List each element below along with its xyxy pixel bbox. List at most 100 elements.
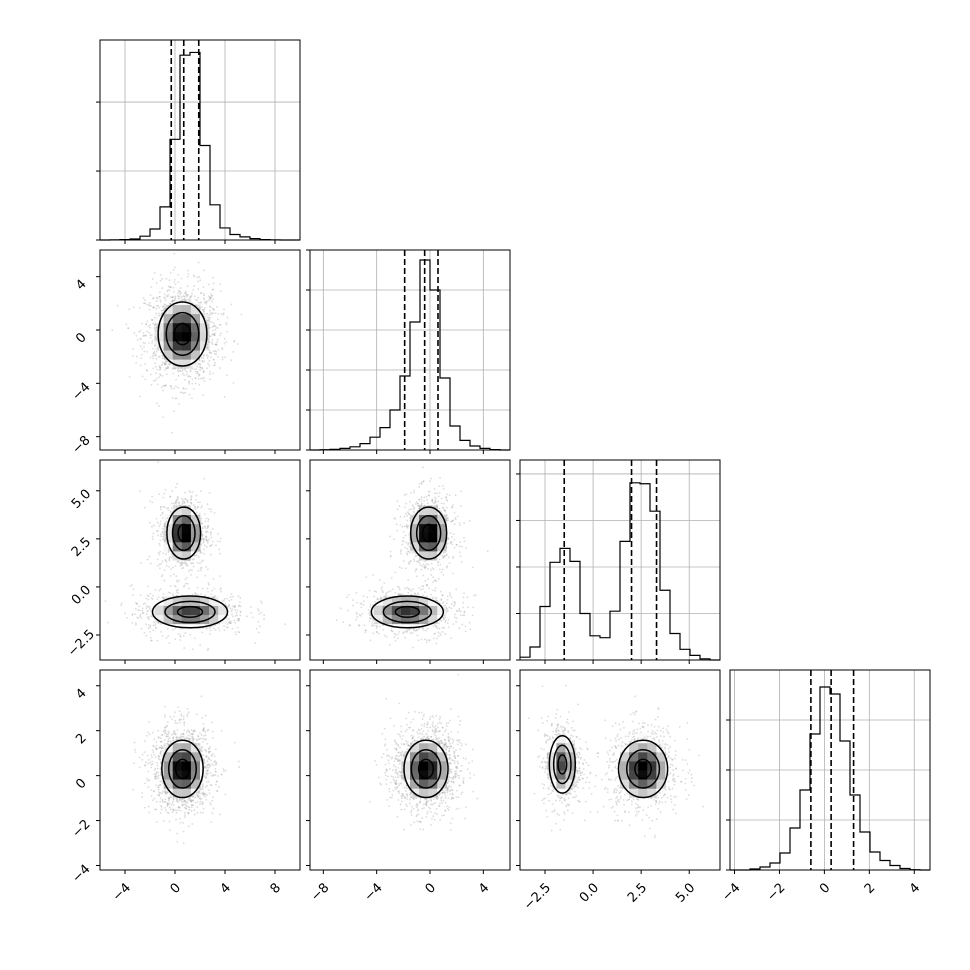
scatter-point <box>209 314 212 316</box>
scatter-point <box>444 794 447 797</box>
scatter-point <box>602 805 605 808</box>
scatter-point <box>384 738 387 741</box>
scatter-point <box>686 763 689 765</box>
scatter-point <box>386 798 389 801</box>
scatter-point <box>179 635 182 638</box>
density-cell <box>620 770 630 780</box>
scatter-point <box>156 598 159 601</box>
scatter-point <box>385 697 388 700</box>
scatter-point <box>171 802 174 804</box>
scatter-point <box>183 799 186 802</box>
scatter-point <box>196 586 199 589</box>
scatter-point <box>139 338 142 340</box>
scatter-point <box>234 605 236 608</box>
scatter-point <box>185 807 187 810</box>
scatter-point <box>452 739 455 742</box>
scatter-point <box>397 799 400 801</box>
panel-frame <box>99 249 301 451</box>
scatter-point <box>190 366 193 368</box>
scatter-point <box>161 560 164 563</box>
scatter-point <box>139 345 142 348</box>
scatter-point <box>443 509 446 511</box>
scatter-point <box>439 716 442 718</box>
scatter-point <box>451 789 454 792</box>
scatter-point <box>227 605 230 608</box>
scatter-point <box>444 810 447 812</box>
scatter-point <box>196 794 199 796</box>
scatter-point <box>159 567 161 570</box>
scatter-point <box>465 547 468 549</box>
scatter-point <box>194 508 197 511</box>
scatter-point <box>217 349 220 351</box>
scatter-point <box>201 745 204 748</box>
scatter-point <box>187 812 190 815</box>
scatter-point <box>211 812 214 815</box>
density-cell <box>172 614 183 625</box>
y-tick-label: −8 <box>69 433 93 457</box>
scatter-point <box>613 790 616 793</box>
scatter-point <box>452 781 455 783</box>
scatter-point <box>194 298 197 301</box>
scatter-point <box>537 729 540 732</box>
scatter-point <box>195 499 197 501</box>
scatter-point <box>151 615 154 618</box>
scatter-point <box>441 726 444 729</box>
scatter-point <box>412 794 415 797</box>
scatter-point <box>395 748 398 751</box>
scatter-point <box>165 725 168 728</box>
scatter-point <box>210 754 213 757</box>
scatter-point <box>153 753 155 756</box>
scatter-point <box>385 778 388 781</box>
scatter-point <box>237 343 239 345</box>
scatter-point <box>152 306 155 308</box>
density-cell <box>410 760 420 771</box>
scatter-point <box>139 329 142 332</box>
scatter-point <box>382 628 385 631</box>
scatter-point <box>215 544 217 547</box>
scatter-point <box>141 612 144 614</box>
scatter-point <box>160 535 163 538</box>
scatter-point <box>567 797 570 800</box>
scatter-point <box>159 783 162 786</box>
scatter-point <box>161 746 164 748</box>
scatter-point <box>201 537 204 540</box>
scatter-point <box>616 819 619 822</box>
scatter-point <box>208 359 211 362</box>
scatter-point <box>639 727 642 730</box>
scatter-point <box>387 754 390 757</box>
scatter-point <box>134 748 136 751</box>
scatter-point <box>200 566 203 569</box>
scatter-point <box>383 634 386 637</box>
scatter-point <box>472 790 475 793</box>
scatter-point <box>205 755 208 757</box>
scatter-point <box>409 726 411 729</box>
scatter-point <box>155 281 158 284</box>
scatter-point <box>577 770 579 773</box>
density-cell <box>181 550 192 561</box>
scatter-point <box>179 634 182 637</box>
scatter-point <box>165 363 168 366</box>
scatter-point <box>161 733 164 736</box>
scatter-point <box>191 569 193 572</box>
scatter-point <box>152 379 155 382</box>
scatter-point <box>219 552 221 555</box>
scatter-point <box>158 306 161 309</box>
scatter-point <box>196 299 198 302</box>
scatter-point <box>212 282 215 285</box>
density-cell <box>190 304 201 315</box>
scatter-point <box>405 493 408 496</box>
scatter-point <box>456 765 458 768</box>
scatter-point <box>181 567 184 570</box>
scatter-point <box>183 559 186 562</box>
scatter-point <box>381 589 384 592</box>
scatter-point <box>668 788 670 790</box>
scatter-point <box>453 616 456 619</box>
scatter-point <box>230 610 233 612</box>
scatter-point <box>215 761 217 764</box>
scatter-point <box>395 749 398 752</box>
scatter-point <box>439 730 442 732</box>
scatter-point <box>439 553 442 556</box>
scatter-point <box>132 347 135 350</box>
scatter-point <box>214 768 217 770</box>
scatter-point <box>401 750 404 753</box>
